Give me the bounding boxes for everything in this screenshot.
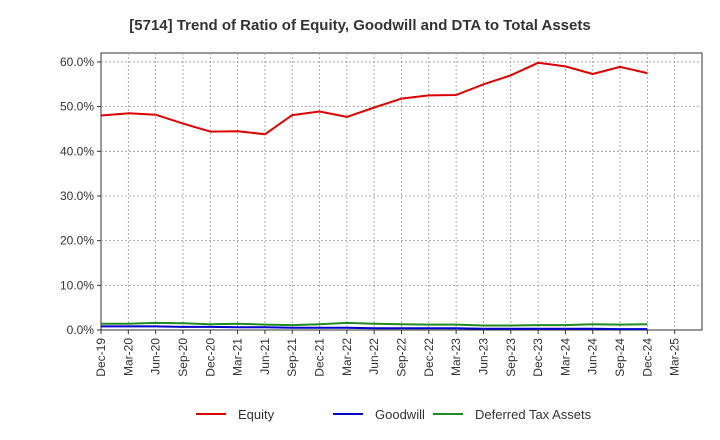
legend: Equity Goodwill Deferred Tax Assets	[196, 407, 592, 422]
legend-label-goodwill: Goodwill	[375, 407, 425, 422]
x-tick-label: Sep-21	[285, 338, 299, 377]
x-tick-label: Dec-23	[531, 338, 545, 377]
x-tick-label: Mar-20	[121, 338, 135, 376]
grid	[101, 53, 702, 330]
series-line-equity	[100, 61, 648, 136]
x-tick-label: Sep-23	[504, 338, 518, 377]
y-tick-label: 10.0%	[60, 278, 94, 292]
x-tick-label: Sep-20	[176, 338, 190, 377]
x-tick-label: Jun-21	[258, 338, 272, 375]
series-group	[100, 61, 648, 331]
y-tick-label: 30.0%	[60, 189, 94, 203]
x-tick-label: Mar-23	[449, 338, 463, 376]
y-tick-label: 0.0%	[67, 323, 95, 337]
x-tick-label: Mar-22	[340, 338, 354, 376]
legend-label-deferred-tax-assets: Deferred Tax Assets	[475, 407, 592, 422]
x-tick-label: Mar-24	[558, 338, 572, 376]
y-tick-label: 40.0%	[60, 144, 94, 158]
y-tick-label: 50.0%	[60, 100, 94, 114]
chart-title: [5714] Trend of Ratio of Equity, Goodwil…	[129, 17, 590, 34]
x-tick-label: Jun-23	[476, 338, 490, 375]
x-axis: Dec-19 Mar-20 Jun-20 Sep-20 Dec-20 Mar-21 Jun-…	[94, 330, 682, 377]
y-tick-label: 60.0%	[60, 55, 94, 69]
x-tick-label: Jun-20	[149, 338, 163, 375]
x-tick-label: Mar-25	[668, 338, 682, 376]
y-axis: 0.0% 10.0% 20.0% 30.0% 40.0% 50.0% 60.0%	[60, 55, 101, 337]
x-tick-label: Dec-20	[203, 338, 217, 377]
series-line-deferred-tax-assets	[101, 321, 648, 327]
x-tick-label: Mar-21	[231, 338, 245, 376]
x-tick-label: Sep-22	[395, 338, 409, 377]
x-tick-label: Dec-19	[94, 338, 108, 377]
series-line-goodwill	[101, 325, 648, 331]
x-tick-label: Dec-24	[640, 338, 654, 377]
y-tick-label: 20.0%	[60, 234, 94, 248]
x-tick-label: Sep-24	[613, 338, 627, 377]
x-tick-label: Dec-22	[422, 338, 436, 377]
x-tick-label: Jun-22	[367, 338, 381, 375]
legend-label-equity: Equity	[238, 407, 275, 422]
x-tick-label: Dec-21	[313, 338, 327, 377]
x-tick-label: Jun-24	[586, 338, 600, 375]
